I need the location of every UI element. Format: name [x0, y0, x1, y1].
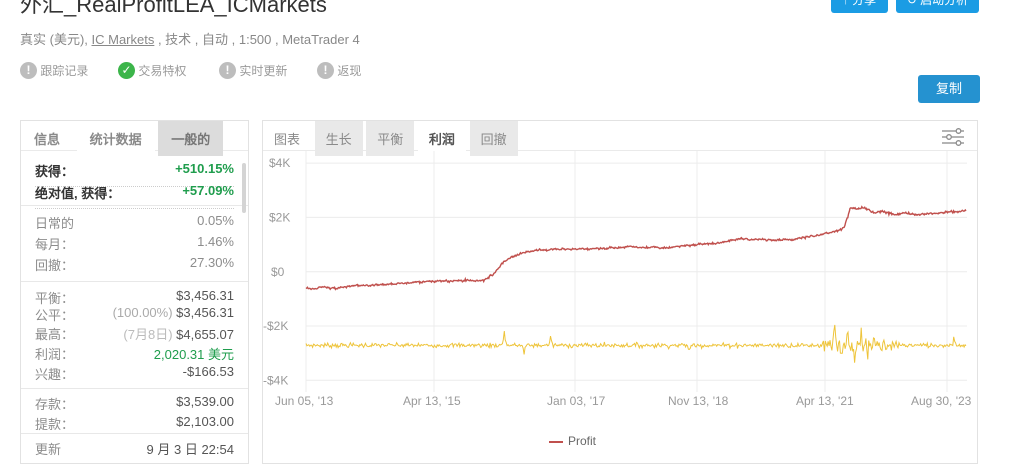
- svg-text:-$2K: -$2K: [263, 319, 288, 333]
- svg-text:-$4K: -$4K: [263, 373, 288, 387]
- svg-text:$0: $0: [271, 265, 285, 279]
- svg-text:Apr 13, '21: Apr 13, '21: [796, 394, 854, 408]
- svg-text:Aug 30, '23: Aug 30, '23: [911, 394, 972, 408]
- svg-text:Nov 13, '18: Nov 13, '18: [668, 394, 729, 408]
- svg-text:$2K: $2K: [269, 211, 290, 225]
- svg-text:Jun 05, '13: Jun 05, '13: [275, 394, 334, 408]
- svg-text:$4K: $4K: [269, 156, 290, 170]
- svg-text:Jan 03, '17: Jan 03, '17: [547, 394, 606, 408]
- svg-text:Apr 13, '15: Apr 13, '15: [403, 394, 461, 408]
